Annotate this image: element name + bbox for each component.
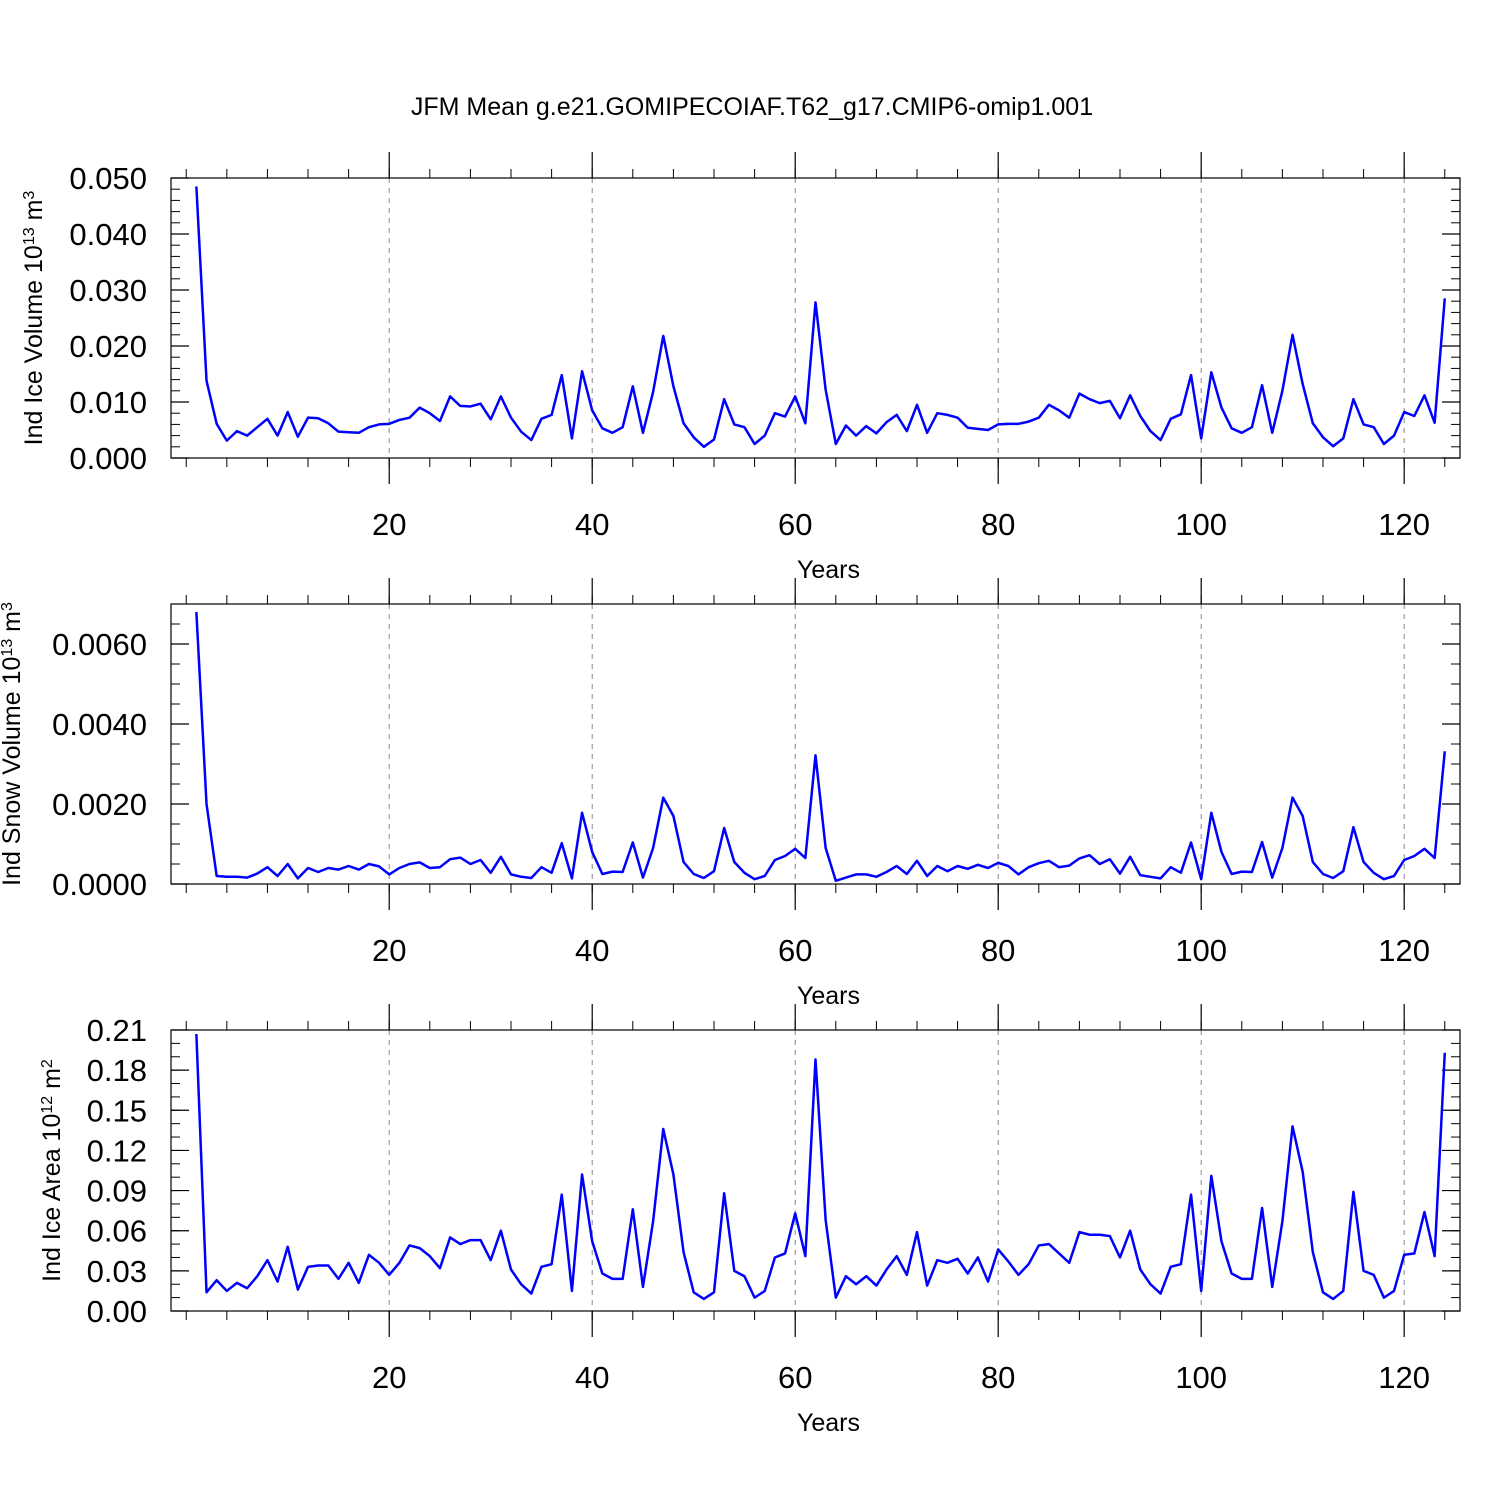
x-tick-label: 80: [981, 507, 1015, 542]
series-line: [195, 1033, 1447, 1301]
y-tick-label: 0.09: [87, 1174, 147, 1209]
figure-title: JFM Mean g.e21.GOMIPECOIAF.T62_g17.CMIP6…: [411, 93, 1093, 121]
plot-frame: [170, 603, 1461, 885]
chart-panel-2: 0.0000 0.0020 0.0040 0.0060 20 40 60 80 100 120 Ye…: [0, 578, 1461, 1010]
x-tick-label: 60: [778, 1360, 812, 1395]
x-tick-label: 120: [1378, 1360, 1430, 1395]
x-axis-title: Years: [797, 982, 860, 1010]
x-tick-label: 20: [372, 507, 406, 542]
y-axis-title-exponent: 13: [21, 227, 38, 245]
x-tick-label: 80: [981, 1360, 1015, 1395]
y-tick-label: 0.21: [87, 1013, 147, 1048]
x-tick-label: 60: [778, 507, 812, 542]
y-tick-label: 0.000: [69, 441, 147, 476]
y-tick-label: 0.010: [69, 385, 147, 420]
y-tick-label: 0.030: [69, 273, 147, 308]
y-axis-title-unit-exponent: 2: [39, 1059, 56, 1068]
y-tick-label: 0.0040: [52, 707, 147, 742]
plot-frame: [170, 177, 1461, 459]
y-axis-title-text: Ind Ice Volume 10: [20, 245, 48, 445]
y-tick-label: 0.12: [87, 1133, 147, 1168]
y-tick-label: 0.020: [69, 329, 147, 364]
y-axis-title-unit: m: [0, 611, 26, 639]
x-tick-label: 40: [575, 507, 609, 542]
x-tick-label: 100: [1175, 933, 1227, 968]
y-tick-label: 0.00: [87, 1294, 147, 1329]
y-axis-title-unit-exponent: 3: [0, 602, 16, 611]
y-axis-title: Ind Snow Volume 1013 m3: [0, 602, 26, 886]
y-axis-title-text: Ind Ice Area 10: [38, 1114, 66, 1282]
x-tick-label: 40: [575, 1360, 609, 1395]
x-tick-label: 20: [372, 933, 406, 968]
plot-frame: [170, 1029, 1461, 1312]
y-tick-label: 0.0060: [52, 627, 147, 662]
y-axis-title-text: Ind Snow Volume 10: [0, 657, 26, 886]
y-axis-title: Ind Ice Area 1012 m2: [38, 1059, 66, 1282]
x-axis-title: Years: [797, 556, 860, 584]
chart-panel-3: 0.00 0.03 0.06 0.09 0.12 0.15 0.18 0.21 20 40 60 80…: [38, 1004, 1461, 1437]
y-tick-label: 0.0000: [52, 867, 147, 902]
x-tick-label: 80: [981, 933, 1015, 968]
x-tick-label: 100: [1175, 507, 1227, 542]
series-line: [195, 611, 1447, 883]
y-tick-label: 0.06: [87, 1214, 147, 1249]
y-axis-title: Ind Ice Volume 1013 m3: [20, 191, 48, 446]
y-tick-label: 0.040: [69, 217, 147, 252]
y-axis-title-unit: m: [20, 200, 48, 228]
y-tick-label: 0.15: [87, 1093, 147, 1128]
y-axis-title-unit: m: [38, 1068, 66, 1096]
x-axis-title: Years: [797, 1409, 860, 1437]
x-tick-label: 120: [1378, 507, 1430, 542]
y-tick-label: 0.18: [87, 1053, 147, 1088]
x-tick-label: 100: [1175, 1360, 1227, 1395]
series-line: [195, 186, 1447, 449]
x-tick-label: 60: [778, 933, 812, 968]
y-axis-title-unit-exponent: 3: [21, 191, 38, 200]
y-axis-title-exponent: 13: [0, 639, 16, 657]
y-axis-title-exponent: 12: [39, 1096, 56, 1114]
y-tick-label: 0.0020: [52, 787, 147, 822]
x-tick-label: 120: [1378, 933, 1430, 968]
x-tick-label: 20: [372, 1360, 406, 1395]
x-tick-label: 40: [575, 933, 609, 968]
y-tick-label: 0.03: [87, 1254, 147, 1289]
chart-panel-1: 0.000 0.010 0.020 0.030 0.040 0.050 20 40 60 80 10…: [20, 152, 1461, 584]
y-tick-label: 0.050: [69, 161, 147, 196]
